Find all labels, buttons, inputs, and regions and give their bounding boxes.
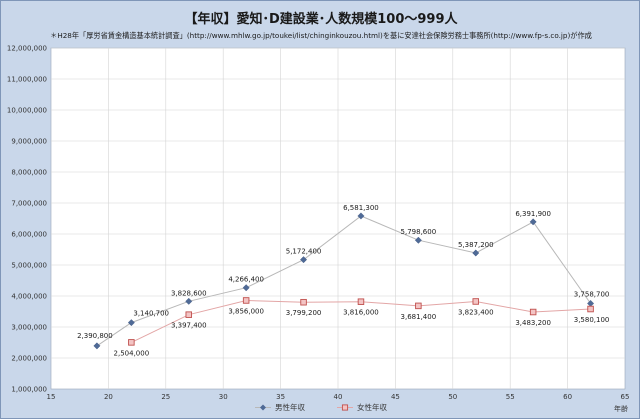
female-point (529, 308, 537, 316)
male-data-label: 5,387,200 (458, 241, 494, 249)
male-point (472, 249, 480, 257)
y-tick-label: 9,000,000 (11, 138, 47, 146)
female-data-label: 3,397,400 (171, 322, 207, 330)
y-tick-label: 7,000,000 (11, 200, 47, 208)
series-group (93, 212, 595, 350)
y-tick-label: 8,000,000 (11, 169, 47, 177)
male-series-line (96, 215, 592, 347)
male-point (242, 284, 250, 292)
x-axis-label: 年齢 (614, 404, 628, 413)
male-data-label: 3,828,600 (171, 289, 207, 297)
female-data-label: 3,856,000 (228, 307, 264, 315)
female-data-label: 3,816,000 (343, 309, 379, 317)
y-tick-label: 2,000,000 (11, 355, 47, 363)
female-data-label: 3,580,100 (574, 316, 610, 324)
male-point (414, 236, 422, 244)
y-tick-label: 11,000,000 (7, 76, 47, 84)
legend-female-label: 女性年収 (357, 402, 387, 412)
male-data-label: 5,798,600 (401, 228, 437, 236)
male-data-label: 6,581,300 (343, 204, 379, 212)
female-data-label: 3,823,400 (458, 308, 494, 316)
y-tick-label: 6,000,000 (11, 231, 47, 239)
chart-subtitle: ＊H28年「厚労省賃金構造基本統計調査」(http://www.mhlw.go.… (50, 31, 592, 40)
female-point (242, 297, 250, 304)
y-tick-label: 12,000,000 (7, 45, 47, 53)
legend-female-marker (341, 404, 349, 411)
male-data-label: 5,172,400 (286, 248, 322, 256)
x-tick-label: 65 (621, 393, 630, 401)
female-data-label: 3,799,200 (286, 309, 322, 317)
female-point (185, 311, 193, 318)
x-tick-label: 35 (276, 393, 285, 401)
male-data-label: 3,758,700 (574, 290, 610, 298)
x-tick-label: 60 (563, 393, 572, 401)
male-point (185, 297, 193, 305)
legend-male-label: 男性年収 (275, 402, 305, 412)
legend-male-marker (260, 404, 266, 411)
x-tick-label: 45 (391, 393, 400, 401)
x-tick-label: 20 (104, 393, 113, 401)
female-data-label: 3,483,200 (515, 319, 551, 327)
y-tick-label: 4,000,000 (11, 293, 47, 301)
female-point (300, 298, 307, 306)
female-point (128, 339, 135, 346)
x-tick-label: 55 (506, 393, 515, 401)
female-data-label: 2,504,000 (114, 349, 150, 357)
male-data-label: 6,391,900 (515, 210, 551, 218)
female-point (415, 302, 422, 310)
male-data-label: 3,140,700 (133, 310, 169, 318)
legend: 男性年収 女性年収 (255, 402, 387, 412)
male-point (127, 319, 135, 327)
x-tick-label: 40 (334, 393, 343, 401)
grid-lines (51, 47, 625, 389)
axes: 1,000,000 2,000,000 3,000,000 4,000,000 5,00… (7, 45, 630, 402)
male-point (93, 342, 101, 350)
y-tick-label: 10,000,000 (7, 107, 47, 115)
male-data-label: 4,266,400 (228, 276, 264, 284)
data-labels: 2,390,800 3,140,700 3,828,600 4,266,400 5,17… (77, 204, 609, 357)
y-tick-label: 3,000,000 (11, 324, 47, 332)
male-point (357, 212, 365, 220)
x-tick-label: 50 (448, 393, 457, 401)
x-tick-label: 30 (219, 393, 228, 401)
y-tick-label: 1,000,000 (11, 386, 47, 394)
male-data-label: 2,390,800 (77, 332, 113, 340)
female-data-label: 3,681,400 (401, 313, 437, 321)
male-point (529, 218, 537, 226)
female-point (587, 305, 594, 313)
x-tick-label: 15 (47, 393, 56, 401)
chart-title: 【年収】愛知･D建設業･人数規模100～999人 (184, 11, 458, 27)
male-point (300, 256, 308, 264)
x-tick-label: 25 (161, 393, 170, 401)
female-point (357, 298, 365, 305)
female-point (472, 298, 480, 305)
y-tick-label: 5,000,000 (11, 262, 47, 270)
